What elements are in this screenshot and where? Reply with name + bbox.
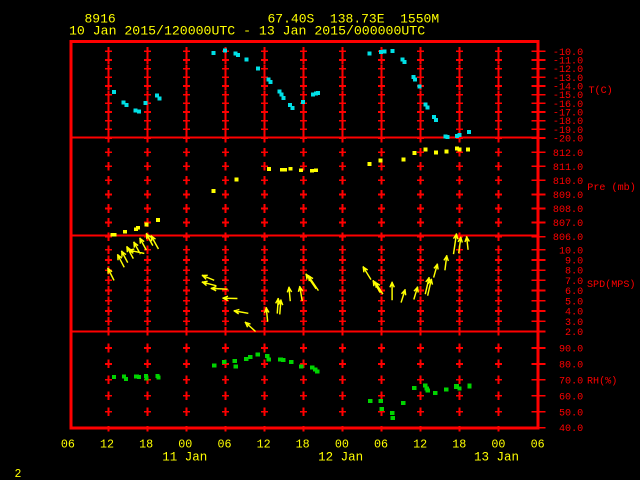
svg-text:RH(%): RH(%): [587, 376, 617, 388]
svg-text:812.0: 812.0: [553, 149, 583, 160]
svg-text:Pre (mb): Pre (mb): [587, 182, 635, 194]
svg-text:70.0: 70.0: [559, 376, 583, 387]
svg-text:806.0: 806.0: [553, 233, 583, 244]
svg-text:8916: 8916: [85, 12, 116, 27]
svg-text:SPD(MPS): SPD(MPS): [587, 279, 635, 291]
svg-text:810.0: 810.0: [553, 177, 583, 188]
svg-text:-18.0: -18.0: [553, 117, 583, 128]
svg-text:00: 00: [335, 437, 349, 451]
svg-text:12: 12: [257, 437, 271, 451]
svg-text:811.0: 811.0: [553, 163, 583, 174]
svg-text:11 Jan: 11 Jan: [162, 451, 207, 465]
svg-text:18: 18: [296, 437, 310, 451]
svg-text:T(C): T(C): [589, 85, 613, 97]
svg-text:7.0: 7.0: [565, 277, 583, 288]
svg-text:3.0: 3.0: [565, 318, 583, 329]
svg-text:06: 06: [531, 437, 545, 451]
svg-text:-10.0: -10.0: [553, 48, 583, 59]
svg-text:00: 00: [178, 437, 192, 451]
svg-text:2.0: 2.0: [565, 328, 583, 339]
svg-text:-13.0: -13.0: [553, 74, 583, 85]
svg-text:-12.0: -12.0: [553, 65, 583, 76]
svg-text:67.40S 138.73E 1550M: 67.40S 138.73E 1550M: [268, 12, 440, 27]
svg-text:-17.0: -17.0: [553, 109, 583, 120]
svg-text:18: 18: [452, 437, 466, 451]
svg-text:00: 00: [491, 437, 505, 451]
svg-text:06: 06: [374, 437, 388, 451]
svg-text:50.0: 50.0: [559, 408, 583, 419]
svg-text:06: 06: [217, 437, 231, 451]
svg-text:-11.0: -11.0: [553, 57, 583, 68]
svg-text:-20.0: -20.0: [553, 135, 583, 146]
svg-text:8.0: 8.0: [565, 267, 583, 278]
svg-text:18: 18: [139, 437, 153, 451]
svg-text:90.0: 90.0: [559, 345, 583, 356]
svg-text:-14.0: -14.0: [553, 83, 583, 94]
svg-text:808.0: 808.0: [553, 205, 583, 216]
svg-text:6.0: 6.0: [565, 287, 583, 298]
svg-text:10 Jan 2015/120000UTC - 13 Jan: 10 Jan 2015/120000UTC - 13 Jan 2015/0000…: [69, 24, 425, 39]
svg-text:12: 12: [413, 437, 427, 451]
svg-text:10.0: 10.0: [559, 246, 583, 257]
svg-text:809.0: 809.0: [553, 191, 583, 202]
svg-text:-19.0: -19.0: [553, 126, 583, 137]
svg-text:4.0: 4.0: [565, 308, 583, 319]
svg-text:807.0: 807.0: [553, 219, 583, 230]
svg-text:12 Jan: 12 Jan: [318, 451, 363, 465]
svg-text:-15.0: -15.0: [553, 91, 583, 102]
svg-text:12: 12: [100, 437, 114, 451]
svg-text:9.0: 9.0: [565, 257, 583, 268]
svg-text:5.0: 5.0: [565, 297, 583, 308]
svg-text:13 Jan: 13 Jan: [474, 451, 519, 465]
svg-text:60.0: 60.0: [559, 392, 583, 403]
svg-text:80.0: 80.0: [559, 361, 583, 372]
svg-text:-16.0: -16.0: [553, 100, 583, 111]
svg-text:06: 06: [61, 437, 75, 451]
svg-text:40.0: 40.0: [559, 424, 583, 435]
svg-text:2: 2: [15, 468, 22, 480]
